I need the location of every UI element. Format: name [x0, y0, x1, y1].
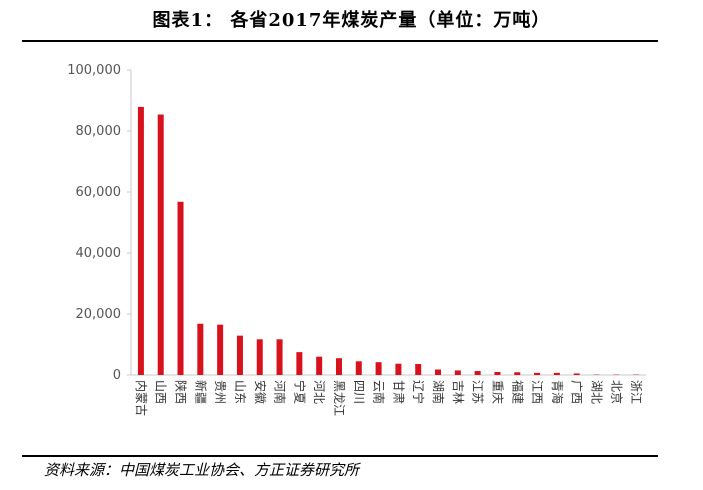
x-tick-label: 山东: [233, 380, 247, 404]
bar-黑龙江: [335, 358, 342, 375]
x-tick-label: 宁夏: [292, 380, 307, 404]
bar-贵州: [217, 324, 224, 375]
bar-广西: [573, 373, 580, 375]
x-tick-label: 湖北: [589, 380, 604, 404]
y-tick-label: 60,000: [76, 185, 122, 200]
y-tick-labels: 0 20,000 40,000 60,000 80,000 100,000: [67, 63, 131, 383]
bar-辽宁: [415, 364, 422, 375]
bar-内蒙古: [137, 106, 144, 375]
x-tick-label: 陕西: [174, 380, 189, 404]
x-tick-label: 青海: [550, 380, 565, 404]
bar-江西: [534, 372, 541, 375]
x-tick-label: 湖南: [431, 380, 446, 404]
chart-title: 图表1： 各省2017年煤炭产量（单位：万吨）: [152, 10, 551, 31]
x-tick-label: 广西: [570, 380, 584, 404]
x-tick-label: 云南: [372, 380, 387, 404]
x-tick-label: 浙江: [629, 380, 643, 404]
bar-chart: 0 20,000 40,000 60,000 80,000 100,000 内蒙古 山西 陕西…: [67, 63, 646, 416]
y-tick-label: 100,000: [67, 63, 121, 78]
bars: [137, 106, 640, 375]
x-tick-labels: 内蒙古 山西 陕西 新疆 贵州 山东 安徽 河南 宁夏 河北 黑龙江 四川 云南 甘肃 辽宁 湖南 吉林 江苏 重庆…: [134, 380, 643, 416]
y-tick-label: 40,000: [76, 246, 122, 261]
bar-福建: [514, 372, 521, 375]
x-tick-label: 福建: [510, 380, 525, 404]
bar-山东: [236, 335, 243, 375]
x-tick-label: 江苏: [471, 380, 485, 404]
x-tick-label: 河南: [273, 380, 288, 404]
bar-湖南: [435, 369, 442, 375]
y-tick-label: 20,000: [76, 307, 122, 322]
title-rule: [22, 40, 658, 42]
x-tick-label: 北京: [609, 380, 623, 404]
x-tick-label: 江西: [530, 380, 544, 404]
y-tick-label: 0: [113, 368, 121, 383]
bar-新疆: [197, 323, 204, 375]
bar-青海: [553, 372, 560, 375]
x-tick-label: 重庆: [490, 380, 504, 404]
bar-吉林: [454, 370, 461, 375]
bar-甘肃: [395, 363, 402, 375]
x-tick-label: 贵州: [213, 380, 227, 404]
bar-云南: [375, 362, 382, 375]
source-note: 资料来源：中国煤炭工业协会、方正证券研究所: [44, 461, 360, 479]
x-tick-label: 新疆: [193, 380, 208, 404]
y-tick-label: 80,000: [76, 124, 122, 139]
bar-安徽: [256, 339, 263, 375]
x-tick-label: 吉林: [451, 380, 465, 404]
bar-四川: [355, 361, 362, 375]
source-rule: [22, 455, 658, 457]
bar-宁夏: [296, 352, 303, 375]
x-tick-label: 甘肃: [391, 380, 405, 404]
x-tick-label: 黑龙江: [332, 380, 346, 416]
bar-河南: [276, 339, 283, 375]
x-tick-label: 河北: [312, 380, 326, 404]
bar-重庆: [494, 371, 501, 375]
bar-河北: [316, 356, 323, 375]
x-tick-label: 内蒙古: [134, 380, 149, 416]
bar-江苏: [474, 371, 481, 375]
x-tick-label: 安徽: [253, 380, 268, 404]
x-tick-label: 山西: [154, 380, 168, 404]
x-tick-label: 四川: [352, 380, 366, 404]
bar-陕西: [177, 201, 184, 375]
x-tick-label: 辽宁: [411, 380, 426, 404]
bar-山西: [157, 114, 164, 375]
